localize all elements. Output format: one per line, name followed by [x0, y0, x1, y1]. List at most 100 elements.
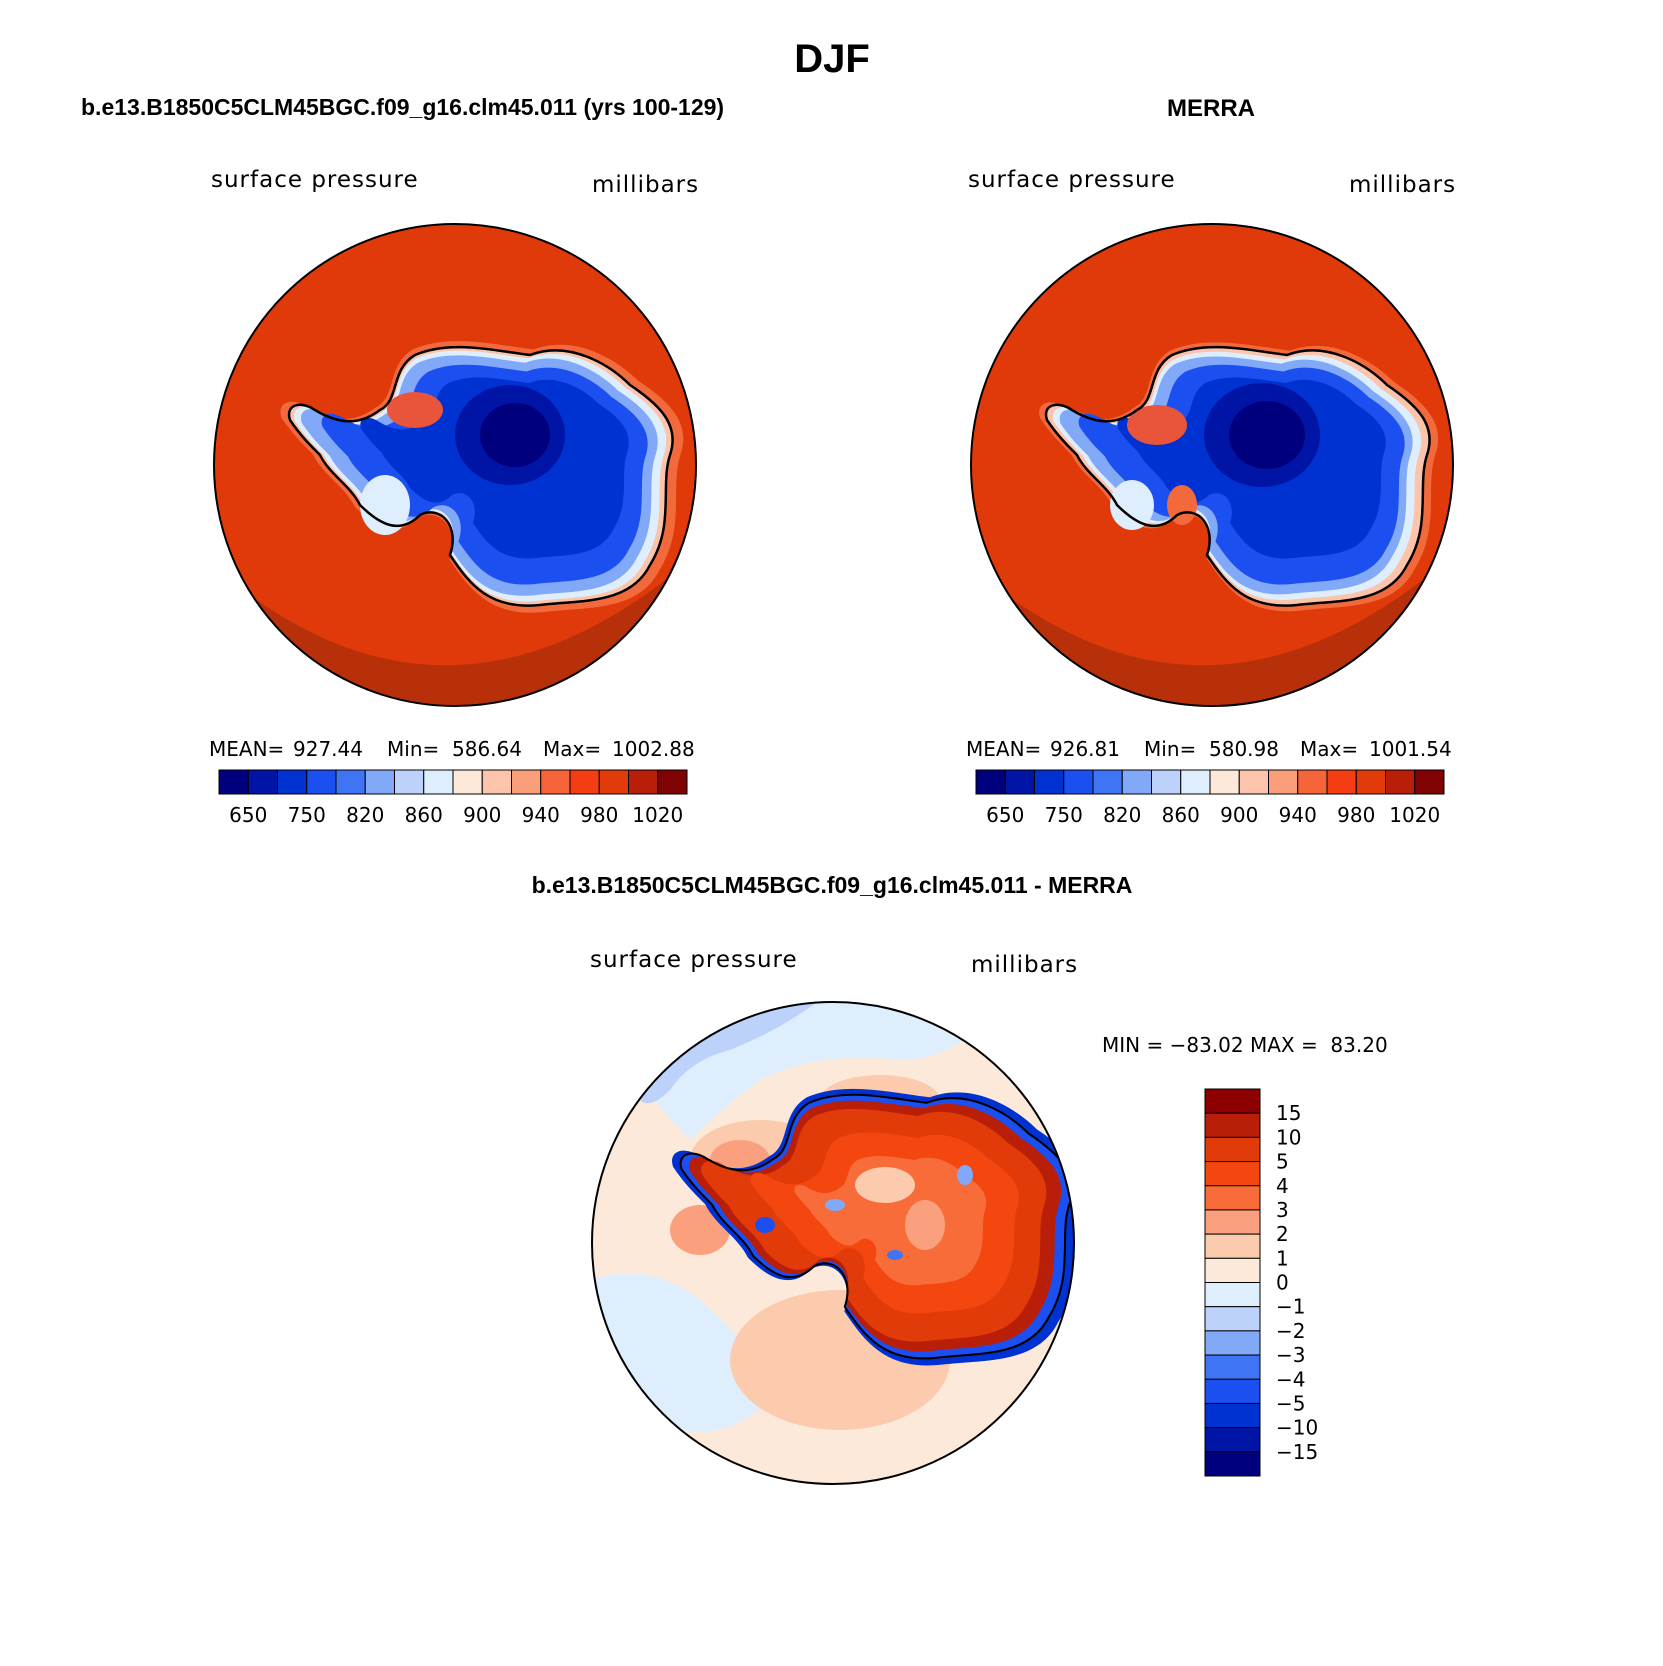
colorbar-box	[1326, 769, 1357, 795]
colorbar-box	[1204, 1185, 1261, 1211]
colorbar-box	[1204, 1282, 1261, 1308]
colorbar-box	[1151, 769, 1182, 795]
colorbar-box	[394, 769, 425, 795]
colorbar-box	[1204, 1451, 1261, 1477]
colorbar-box	[1034, 769, 1065, 795]
colorbar-box	[1204, 1378, 1261, 1404]
panel-right-title: MERRA	[1167, 95, 1255, 122]
colorbar-tick-label: 650	[229, 803, 267, 827]
variable-label: surface pressure	[211, 167, 419, 193]
colorbar-tick-label: 980	[580, 803, 618, 827]
colorbar-tick-label: 860	[1162, 803, 1200, 827]
colorbar-box	[1180, 769, 1211, 795]
colorbar-tick-label: 980	[1337, 803, 1375, 827]
stats-min-label: Min=	[1144, 737, 1196, 761]
stats-mean-value: 927.44	[293, 737, 363, 761]
colorbar-tick-label: 1	[1276, 1246, 1289, 1270]
stats-merra: MEAN= 926.81 Min= 580.98 Max= 1001.54	[966, 737, 1452, 761]
colorbar-box	[1204, 1161, 1261, 1187]
colorbar-box	[306, 769, 337, 795]
colorbar-tick-label: 15	[1276, 1101, 1301, 1125]
polar-map-merra	[970, 223, 1454, 707]
colorbar-box	[657, 769, 688, 795]
colorbar-box	[1204, 1088, 1261, 1114]
colorbar-box	[1204, 1330, 1261, 1356]
colorbar-tick-label: −10	[1276, 1416, 1318, 1440]
polar-map-model	[213, 223, 697, 707]
colorbar-tick-label: 1020	[1389, 803, 1440, 827]
colorbar-box	[540, 769, 571, 795]
colorbar-tick-label: 750	[1045, 803, 1083, 827]
colorbar-box	[1204, 1233, 1261, 1259]
variable-label: surface pressure	[968, 167, 1176, 193]
colorbar-box	[569, 769, 600, 795]
diff-stats-text: MIN = −83.02 MAX = 83.20	[1102, 1033, 1388, 1057]
stats-min-value: 586.64	[452, 737, 522, 761]
colorbar-box	[1204, 1427, 1261, 1453]
colorbar-box	[975, 769, 1006, 795]
colorbar-tick-label: −15	[1276, 1440, 1318, 1464]
colorbar-tick-label: 860	[405, 803, 443, 827]
colorbar-box	[511, 769, 542, 795]
colorbar-tick-label: 4	[1276, 1174, 1289, 1198]
colorbar-tick-label: 2	[1276, 1222, 1289, 1246]
units-label: millibars	[1349, 172, 1456, 198]
figure-title: DJF	[794, 37, 870, 81]
panel-left-title: b.e13.B1850C5CLM45BGC.f09_g16.clm45.011 …	[81, 94, 724, 120]
panel-diff-title: b.e13.B1850C5CLM45BGC.f09_g16.clm45.011 …	[532, 872, 1133, 898]
colorbar-box	[1414, 769, 1445, 795]
colorbar-box	[481, 769, 512, 795]
colorbar-tick-label: 900	[463, 803, 501, 827]
colorbar-box	[1204, 1306, 1261, 1332]
stats-min-value: 580.98	[1209, 737, 1279, 761]
colorbar-tick-label: 750	[288, 803, 326, 827]
stats-min-label: Min=	[387, 737, 439, 761]
stats-mean-label: MEAN=	[209, 737, 284, 761]
colorbar-box	[598, 769, 629, 795]
colorbar-tick-label: 940	[522, 803, 560, 827]
colorbar-box	[1204, 1136, 1261, 1163]
stats-max-label: Max=	[543, 737, 601, 761]
colorbar-box	[335, 769, 366, 795]
colorbar-merra: 650 750 820 860 900 940 980 1020	[975, 769, 1445, 827]
colorbar-model: 650 750 820 860 900 940 980 1020	[218, 769, 688, 827]
colorbar-tick-label: 5	[1276, 1150, 1289, 1174]
colorbar-box	[1204, 1112, 1261, 1138]
colorbar-tick-label: 820	[346, 803, 384, 827]
colorbar-box	[1268, 769, 1299, 795]
colorbar-tick-label: −4	[1276, 1367, 1305, 1391]
colorbar-box	[1355, 769, 1386, 795]
colorbar-tick-label: 0	[1276, 1271, 1289, 1295]
colorbar-box	[1204, 1354, 1261, 1380]
colorbar-box	[247, 769, 278, 795]
stats-mean-label: MEAN=	[966, 737, 1041, 761]
colorbar-box	[628, 769, 659, 795]
colorbar-tick-label: 1020	[632, 803, 683, 827]
colorbar-box	[1004, 769, 1035, 795]
colorbar-tick-label: 650	[986, 803, 1024, 827]
colorbar-tick-label: 3	[1276, 1198, 1289, 1222]
colorbar-box	[364, 769, 395, 795]
polar-map-difference	[591, 1001, 1075, 1485]
colorbar-tick-label: −5	[1276, 1391, 1305, 1415]
colorbar-box	[218, 769, 249, 795]
colorbar-box	[1063, 769, 1094, 795]
colorbar-box	[1092, 769, 1123, 795]
colorbar-box	[1204, 1209, 1261, 1235]
colorbar-tick-label: 940	[1279, 803, 1317, 827]
colorbar-box	[1121, 769, 1152, 795]
colorbar-tick-label: −2	[1276, 1319, 1305, 1343]
stats-max-value: 1002.88	[612, 737, 695, 761]
stats-max-value: 1001.54	[1369, 737, 1452, 761]
colorbar-box	[1297, 769, 1328, 795]
units-label: millibars	[971, 952, 1078, 978]
colorbar-tick-label: −3	[1276, 1343, 1305, 1367]
units-label: millibars	[592, 172, 699, 198]
colorbar-box	[1209, 769, 1240, 795]
colorbar-tick-label: 900	[1220, 803, 1258, 827]
colorbar-box	[277, 769, 308, 795]
colorbar-tick-label: −1	[1276, 1295, 1305, 1319]
colorbar-box	[1385, 769, 1416, 795]
colorbar-box	[1238, 769, 1269, 795]
